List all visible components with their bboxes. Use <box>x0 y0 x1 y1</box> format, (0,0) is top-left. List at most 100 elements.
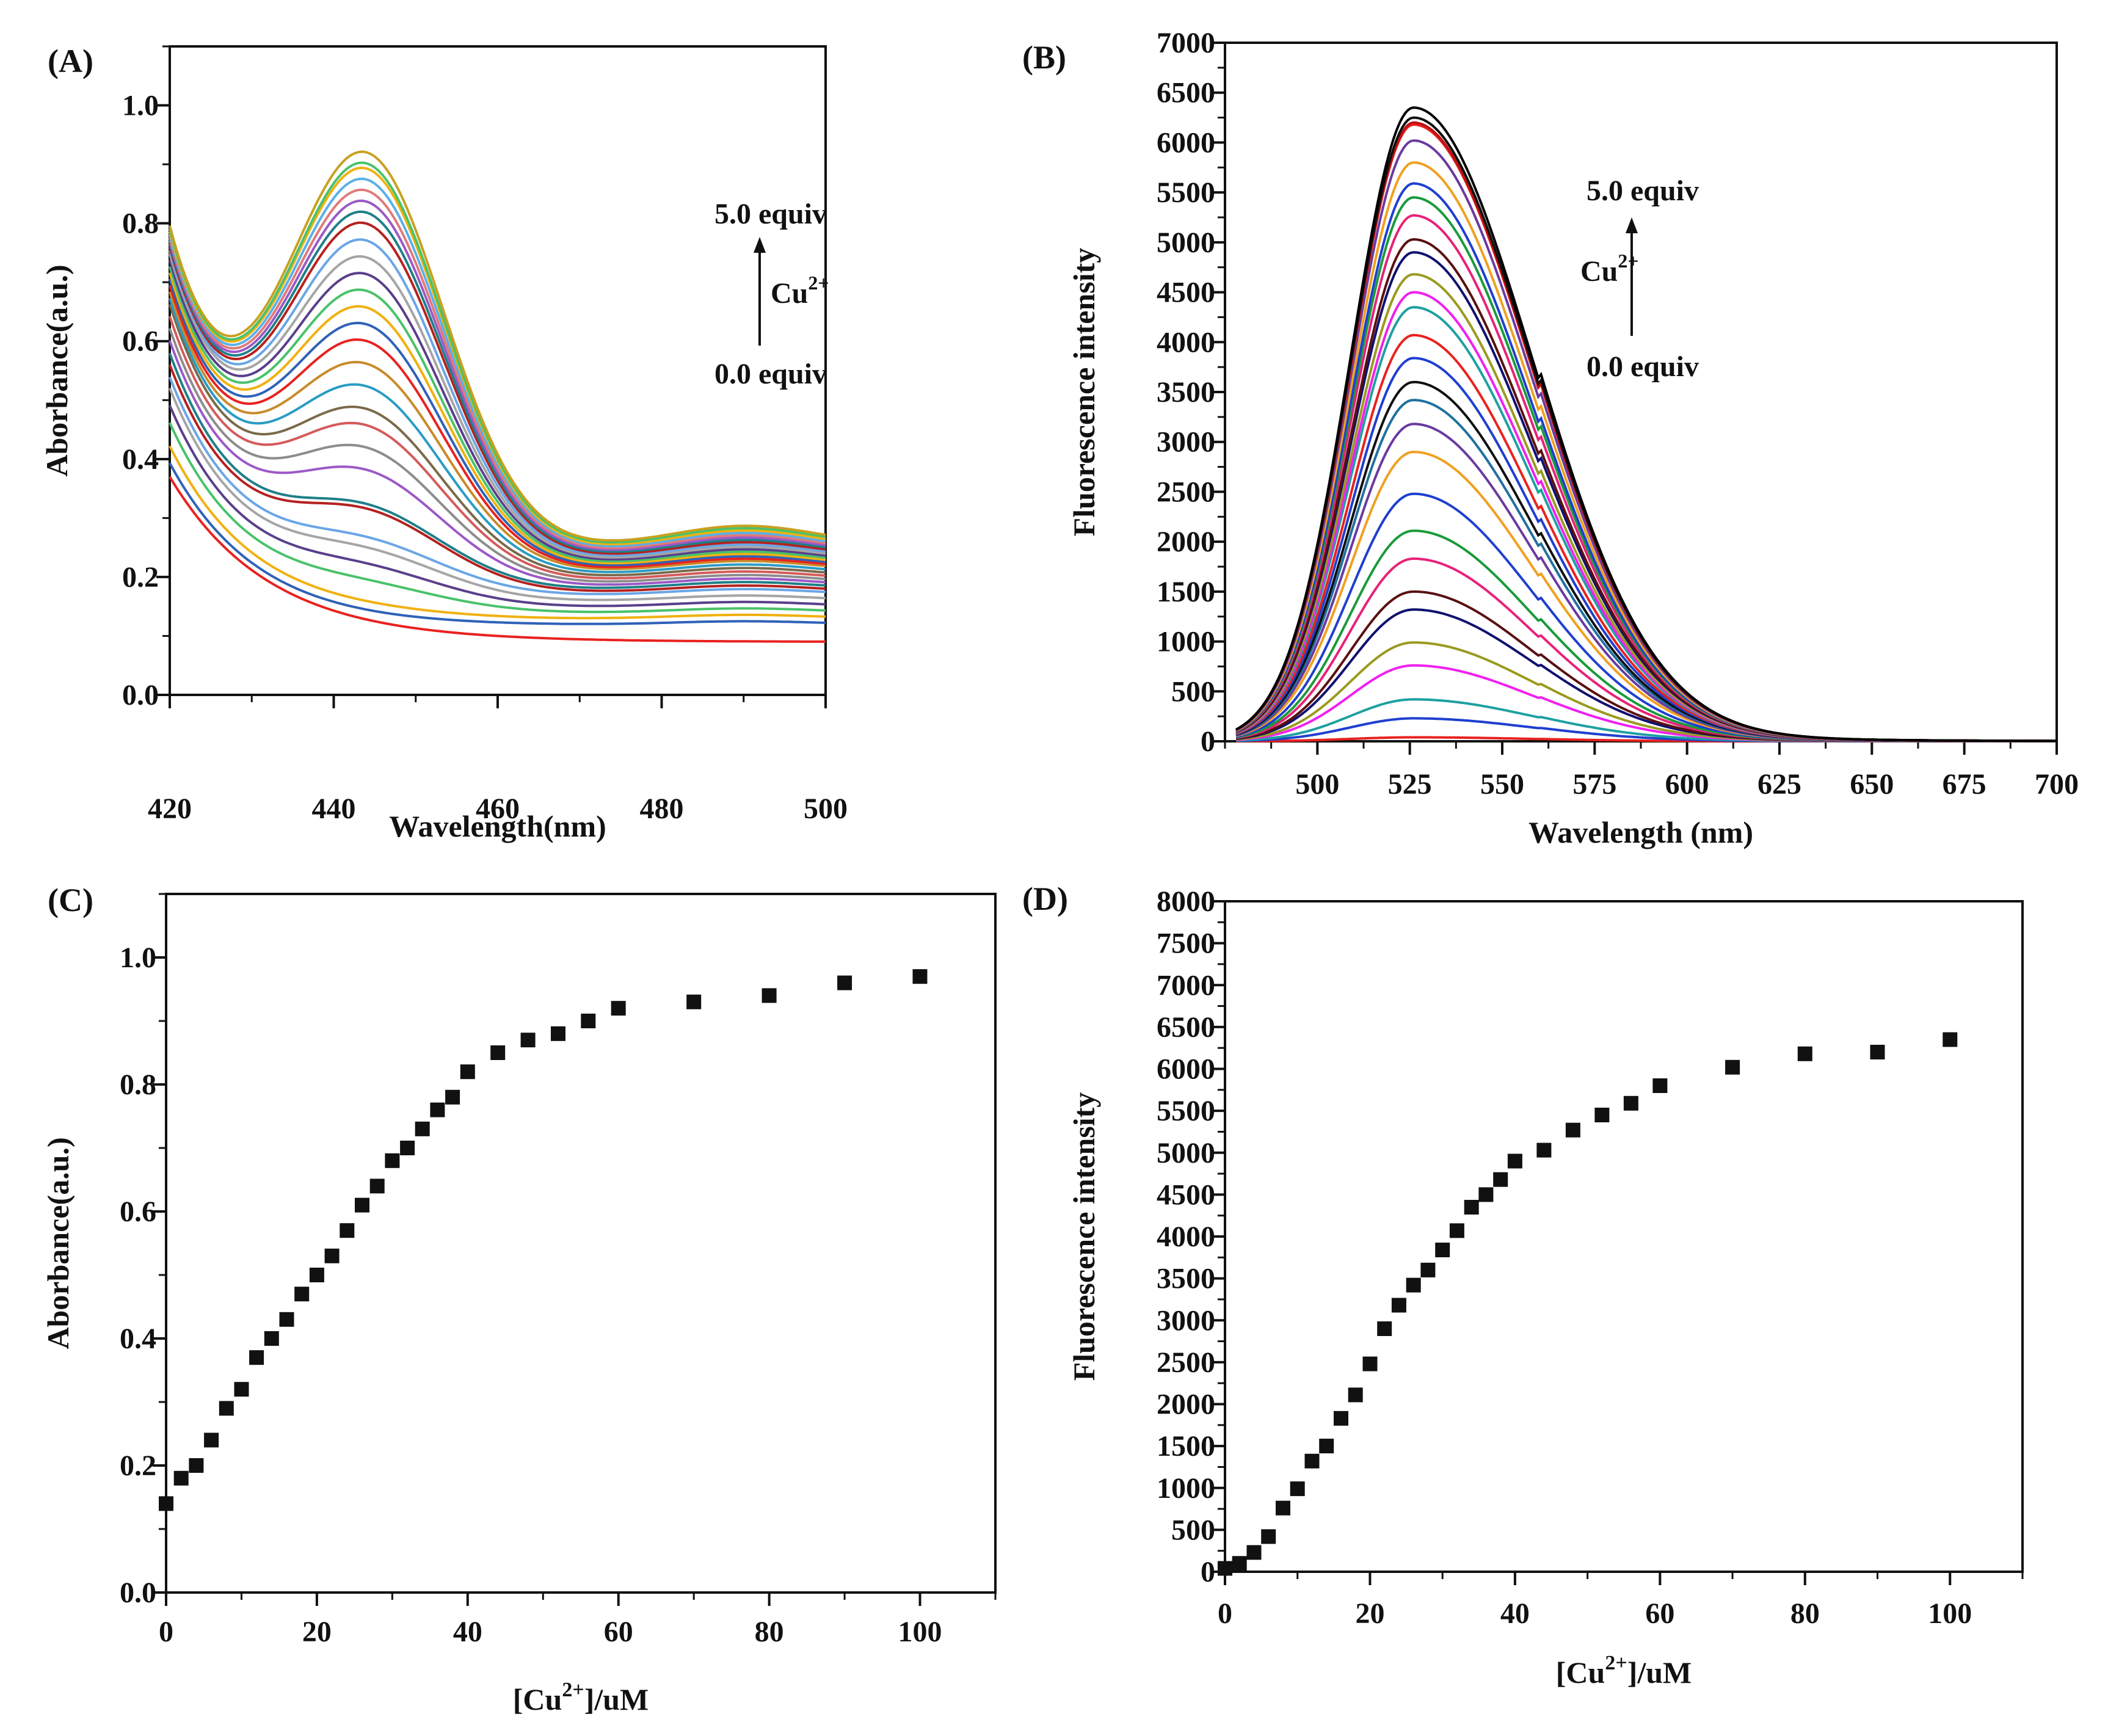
x-tick-label: 525 <box>1388 768 1432 801</box>
annotation-top: 5.0 equiv <box>714 198 827 230</box>
data-point <box>912 969 928 984</box>
data-point <box>445 1089 460 1105</box>
y-tick-label: 0.8 <box>122 208 159 240</box>
y-axis-title: Aborbance(a.u.) <box>41 1137 75 1349</box>
y-tick-label: 0.4 <box>120 1323 156 1355</box>
spectrum-line <box>169 221 826 555</box>
data-point <box>1507 1153 1522 1169</box>
data-point <box>1319 1439 1334 1454</box>
y-tick-label: 2500 <box>1157 476 1215 508</box>
spectrum-line <box>169 161 826 544</box>
spectrum-line <box>169 340 826 586</box>
spectrum-line <box>169 462 826 625</box>
x-tick-label: 0 <box>1218 1597 1232 1630</box>
data-point <box>490 1045 506 1060</box>
y-tick-label: 0.2 <box>122 561 159 594</box>
y-tick-label: 4000 <box>1157 1221 1215 1253</box>
x-tick-label: 550 <box>1480 768 1524 801</box>
spectrum-line <box>169 285 826 568</box>
spectrum-line <box>169 388 826 601</box>
y-tick-label: 6000 <box>1157 1053 1215 1086</box>
x-title-ion: Cu <box>1566 1655 1605 1690</box>
y-tick-label: 3000 <box>1157 426 1215 459</box>
x-axis-title: Wavelength(nm) <box>389 809 606 843</box>
y-tick-label: 0.4 <box>122 443 159 476</box>
y-tick-label: 7000 <box>1157 27 1215 59</box>
data-point <box>1870 1045 1885 1059</box>
x-tick-label: 500 <box>804 793 848 825</box>
x-title-open: [ <box>513 1682 523 1716</box>
y-tick-label: 4000 <box>1157 326 1215 358</box>
panel-label: (C) <box>48 882 93 918</box>
y-tick-label: 0 <box>1201 725 1215 758</box>
data-point <box>761 988 777 1003</box>
spectrum-line <box>169 328 826 583</box>
x-title-open: [ <box>1556 1655 1566 1690</box>
x-tick-label: 650 <box>1850 768 1894 801</box>
x-tick-label: 40 <box>453 1616 482 1648</box>
data-point <box>309 1268 324 1282</box>
y-tick-label: 1500 <box>1157 1430 1215 1462</box>
y-axis-title: Aborbance(a.u.) <box>40 264 74 476</box>
data-point <box>1478 1187 1494 1202</box>
y-tick-label: 0.6 <box>122 325 159 358</box>
annotation-bottom: 0.0 equiv <box>714 358 827 390</box>
annotation-ion-charge: 2+ <box>1618 250 1638 272</box>
spectrum-line <box>1235 106 2057 743</box>
data-point <box>581 1014 596 1028</box>
spectra <box>169 150 826 643</box>
annotation-ion-symbol: Cu <box>771 277 808 310</box>
data-point <box>234 1382 249 1397</box>
data-points <box>1218 1032 1958 1576</box>
spectrum-line <box>169 297 826 573</box>
y-tick-label: 0.6 <box>120 1196 156 1228</box>
y-tick-label: 6500 <box>1157 1011 1215 1044</box>
data-point <box>340 1223 355 1238</box>
data-point <box>1377 1321 1392 1336</box>
data-point <box>1493 1172 1508 1187</box>
data-points <box>159 969 928 1511</box>
x-tick-label: 60 <box>604 1616 633 1648</box>
x-tick-label: 60 <box>1645 1597 1674 1630</box>
spectrum-line <box>169 291 826 570</box>
data-point <box>1218 1561 1232 1576</box>
x-title-charge: 2+ <box>1605 1652 1627 1674</box>
spectrum-line <box>169 253 826 559</box>
data-point <box>1797 1046 1812 1061</box>
x-axis-title: [Cu2+]/uM <box>513 1679 649 1716</box>
x-title-charge: 2+ <box>562 1679 584 1701</box>
y-tick-label: 5500 <box>1157 1095 1215 1127</box>
data-point <box>1536 1142 1552 1158</box>
data-point <box>1276 1500 1290 1516</box>
panel-label: (B) <box>1022 39 1066 76</box>
spectrum-line <box>169 238 826 557</box>
data-point <box>520 1033 536 1048</box>
data-point <box>1464 1200 1479 1215</box>
data-point <box>173 1470 189 1486</box>
data-point <box>1290 1481 1305 1497</box>
x-title-ion: Cu <box>523 1682 562 1716</box>
data-point <box>1435 1243 1450 1257</box>
data-point <box>1334 1411 1348 1426</box>
annotation-top: 5.0 equiv <box>1586 175 1699 207</box>
x-tick-label: 500 <box>1295 768 1339 801</box>
y-tick-label: 2000 <box>1157 526 1215 558</box>
y-tick-label: 0.0 <box>122 679 159 711</box>
y-tick-label: 7500 <box>1157 928 1215 960</box>
y-tick-label: 1000 <box>1157 626 1215 658</box>
data-point <box>1362 1356 1378 1371</box>
x-tick-label: 675 <box>1943 768 1986 801</box>
y-tick-label: 1500 <box>1157 576 1215 608</box>
data-point <box>1348 1387 1363 1403</box>
y-tick-label: 6500 <box>1157 77 1215 109</box>
y-tick-label: 4500 <box>1157 1179 1215 1211</box>
spectrum-line <box>169 352 826 589</box>
x-tick-label: 460 <box>476 793 520 825</box>
data-point <box>611 1001 626 1016</box>
x-tick-label: 20 <box>302 1616 332 1648</box>
arrow-head <box>1626 217 1638 233</box>
data-point <box>264 1331 279 1346</box>
y-tick-label: 1000 <box>1157 1472 1215 1505</box>
spectrum-line <box>169 376 826 595</box>
